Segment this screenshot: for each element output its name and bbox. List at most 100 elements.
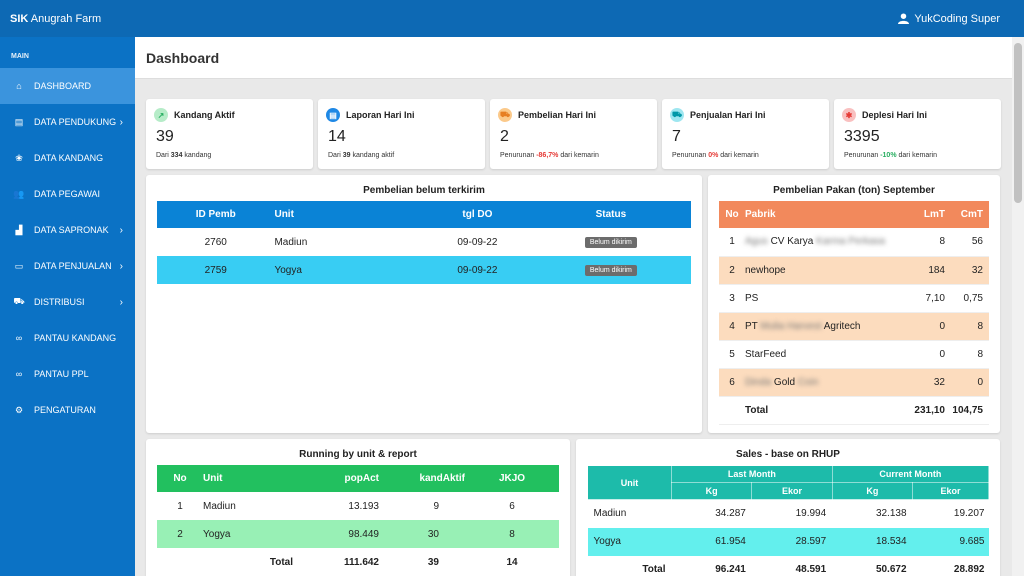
sidebar-item-distribusi[interactable]: ⛟ DISTRIBUSI › — [0, 284, 135, 320]
cell-current-ekor: 9.685 — [912, 527, 989, 556]
col-popact[interactable]: popAct — [293, 465, 379, 492]
sidebar-item-label: DISTRIBUSI — [34, 297, 85, 307]
binoculars-icon: ∞ — [15, 333, 23, 343]
stat-value: 3395 — [844, 128, 880, 145]
col-tgl-do[interactable]: tgl DO — [423, 201, 531, 228]
stat-subtext: Penurunan 0% dari kemarin — [672, 152, 759, 159]
cell-pabrik: PS — [745, 284, 899, 313]
table-row[interactable]: 2 Yogya 98.449 30 8 — [157, 520, 559, 548]
total-kandaktif: 39 — [427, 556, 439, 568]
stat-value: 2 — [500, 128, 509, 145]
cell-cmt: 56 — [945, 228, 989, 257]
table-row[interactable]: 2760 Madiun 09-09-22 Belum dikirim — [157, 228, 691, 256]
sidebar-item-data-kandang[interactable]: ❀ DATA KANDANG — [0, 140, 135, 176]
stat-title: Deplesi Hari Ini — [862, 110, 928, 120]
app-brand[interactable]: SIK Anugrah Farm — [10, 13, 101, 25]
cell-last-ekor: 28.597 — [751, 527, 833, 556]
table-row[interactable]: Yogya 61.954 28.597 18.534 9.685 — [587, 527, 989, 556]
cell-pabrik: Dinda Gold Coin — [745, 368, 899, 397]
scrollbar-thumb[interactable] — [1014, 43, 1022, 203]
col-no[interactable]: No — [157, 465, 203, 492]
stat-title: Pembelian Hari Ini — [518, 110, 597, 120]
sidebar-item-data-pegawai[interactable]: 👥 DATA PEGAWAI — [0, 176, 135, 212]
home-icon: ⌂ — [16, 81, 22, 91]
stat-subtext: Dari 334 kandang — [156, 152, 212, 159]
stat-value: 14 — [328, 128, 346, 145]
table-row[interactable]: 3 PS 7,10 0,75 — [719, 284, 989, 313]
cell-jkjo: 8 — [465, 520, 559, 548]
panel-title: Pembelian belum terkirim — [363, 185, 485, 196]
store-icon: ▭ — [14, 260, 24, 271]
cell-lmt: 7,10 — [899, 284, 945, 313]
col-cmt[interactable]: CmT — [945, 201, 989, 228]
binoculars-icon: ∞ — [15, 369, 23, 379]
table-row[interactable]: 1 Madiun 13.193 9 6 — [157, 492, 559, 520]
user-menu[interactable]: YukCoding Super — [898, 13, 1000, 25]
cell-popact: 13.193 — [348, 500, 379, 512]
total-popact: 111.642 — [343, 556, 379, 568]
cell-cmt: 8 — [945, 312, 989, 341]
cell-lmt: 8 — [899, 228, 945, 257]
sidebar-item-pengaturan[interactable]: ⚙ PENGATURAN — [0, 392, 135, 428]
cell-cmt: 32 — [945, 256, 989, 285]
sidebar-item-label: PANTAU KANDANG — [34, 333, 117, 343]
cell-no: 1 — [177, 500, 183, 512]
page-header: Dashboard — [135, 37, 1012, 79]
col-unit[interactable]: Unit — [274, 201, 424, 228]
user-name: YukCoding Super — [914, 12, 1000, 25]
col-last-ekor[interactable]: Ekor — [751, 482, 833, 500]
cell-cmt: 8 — [945, 340, 989, 369]
col-unit[interactable]: Unit — [203, 465, 293, 492]
cell-no: 3 — [719, 284, 745, 313]
bug-icon: ✱ — [842, 108, 856, 122]
table-row[interactable]: 1 Agus CV Karya Karma Perkasa 8 56 — [719, 228, 989, 257]
col-lmt[interactable]: LmT — [899, 201, 945, 228]
sidebar-item-dashboard[interactable]: ⌂ DASHBOARD — [0, 68, 135, 104]
sales-panel: Sales - base on RHUP Unit Last Month Cur… — [576, 439, 1000, 576]
running-by-unit-panel: Running by unit & report No Unit popAct … — [146, 439, 570, 576]
stat-card-kandang-aktif: ↗ Kandang Aktif 39 Dari 334 kandang — [146, 99, 313, 169]
col-current-ekor[interactable]: Ekor — [912, 482, 989, 500]
sidebar-item-pantau-kandang[interactable]: ∞ PANTAU KANDANG — [0, 320, 135, 356]
cell-unit: Yogya — [274, 256, 424, 284]
cell-pabrik: Agus CV Karya Karma Perkasa — [745, 228, 899, 257]
sidebar-item-data-pendukung[interactable]: ▤ DATA PENDUKUNG › — [0, 104, 135, 140]
table-row[interactable]: 2 newhope 184 32 — [719, 256, 989, 285]
sidebar-item-label: DATA KANDANG — [34, 153, 104, 163]
table-row[interactable]: 2759 Yogya 09-09-22 Belum dikirim — [157, 256, 691, 284]
top-navbar: SIK Anugrah Farm YukCoding Super — [0, 0, 1024, 37]
col-unit[interactable]: Unit — [587, 465, 672, 500]
chart-icon: ▟ — [15, 224, 23, 235]
cell-no: 2 — [157, 520, 203, 548]
table-row[interactable]: Madiun 34.287 19.994 32.138 19.207 — [588, 500, 989, 528]
col-last-kg[interactable]: Kg — [670, 482, 753, 500]
cell-kandaktif: 9 — [433, 500, 439, 512]
cell-current-kg: 32.138 — [875, 508, 907, 520]
table-row[interactable]: 4 PT Mulia Harvest Agritech 0 8 — [719, 312, 989, 341]
col-id-pemb[interactable]: ID Pemb — [157, 201, 275, 228]
cell-pabrik: newhope — [745, 256, 899, 285]
col-last-month[interactable]: Last Month — [671, 465, 833, 483]
page-scrollbar[interactable] — [1012, 37, 1024, 576]
cell-lmt: 184 — [899, 256, 945, 285]
col-jkjo[interactable]: JKJO — [465, 465, 559, 492]
stat-card-deplesi-hari-ini: ✱ Deplesi Hari Ini 3395 Penurunan -10% dari… — [834, 99, 1001, 169]
col-status[interactable]: Status — [530, 201, 691, 228]
cart-icon: ⛟ — [670, 108, 684, 122]
col-kandaktif[interactable]: kandAktif — [379, 465, 465, 492]
table-row[interactable]: 5 StarFeed 0 8 — [719, 340, 989, 369]
brand-bold: SIK — [10, 12, 29, 25]
status-badge: Belum dikirim — [584, 237, 637, 248]
sidebar-item-data-penjualan[interactable]: ▭ DATA PENJUALAN › — [0, 248, 135, 284]
total-lmt: 231,10 — [899, 396, 945, 425]
sidebar-item-label: DASHBOARD — [34, 81, 92, 91]
col-current-month[interactable]: Current Month — [831, 465, 990, 483]
table-row[interactable]: 6 Dinda Gold Coin 32 0 — [719, 368, 989, 397]
col-current-kg[interactable]: Kg — [831, 482, 914, 500]
sidebar-item-data-sapronak[interactable]: ▟ DATA SAPRONAK › — [0, 212, 135, 248]
col-no[interactable]: No — [719, 201, 745, 228]
total-jkjo: 14 — [506, 556, 518, 568]
sidebar-item-pantau-ppl[interactable]: ∞ PANTAU PPL — [0, 356, 135, 392]
col-pabrik[interactable]: Pabrik — [745, 201, 899, 228]
cell-id: 2759 — [157, 256, 275, 284]
